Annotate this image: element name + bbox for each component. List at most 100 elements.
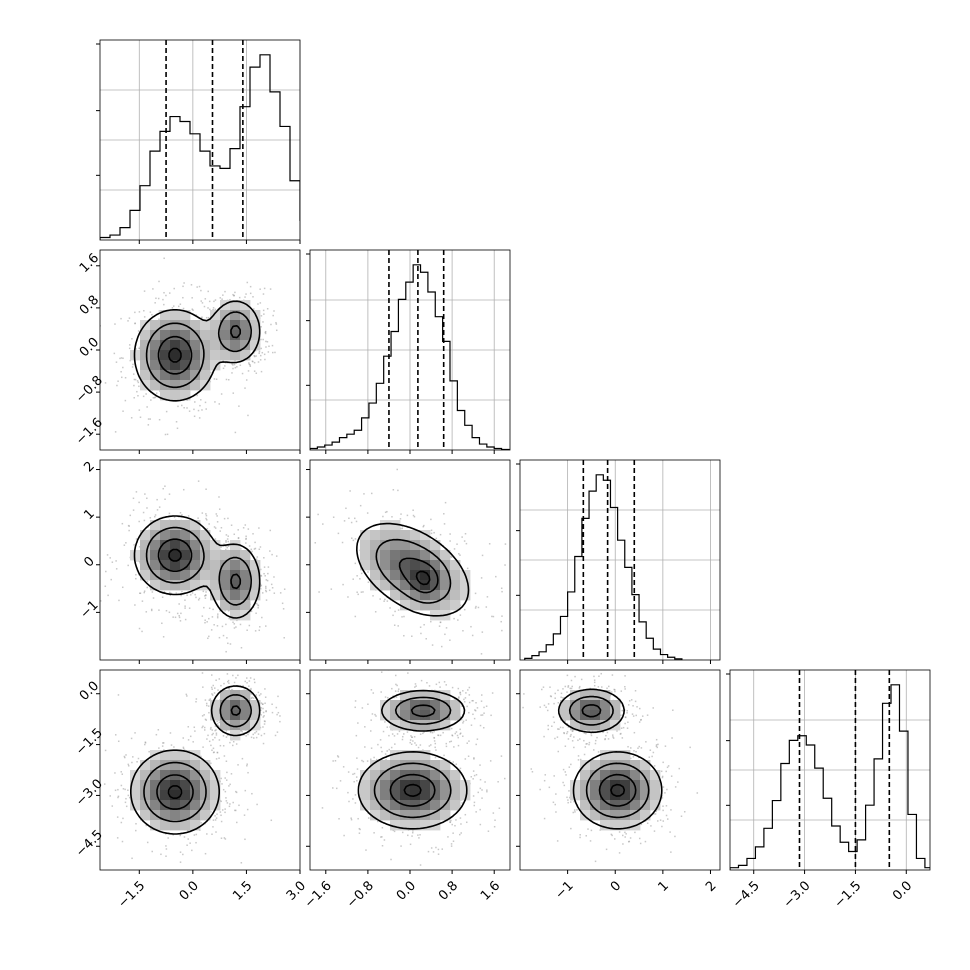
sample-point <box>244 789 247 792</box>
sample-point <box>260 584 263 587</box>
sample-point <box>473 717 476 720</box>
density-cell <box>210 350 221 361</box>
density-cell <box>150 790 161 801</box>
sample-point <box>200 289 202 292</box>
sample-point <box>335 787 338 790</box>
sample-point <box>361 759 363 762</box>
density-cell <box>180 580 191 591</box>
sample-point <box>226 680 229 683</box>
density-cell <box>200 570 211 581</box>
density-cell <box>170 750 181 761</box>
sample-point <box>250 548 253 551</box>
sample-point <box>382 730 385 733</box>
scatter-panel-3-2 <box>516 669 721 877</box>
sample-point <box>258 527 260 529</box>
sample-point <box>620 875 622 877</box>
sample-point <box>165 855 167 857</box>
scatter-panel-2-0 <box>96 459 301 664</box>
sample-point <box>226 673 229 675</box>
sample-point <box>200 300 202 302</box>
sample-point <box>388 719 391 722</box>
sample-point <box>142 511 145 514</box>
sample-point <box>450 555 452 558</box>
sample-point <box>215 734 218 736</box>
density-cell <box>190 370 201 381</box>
sample-point <box>222 634 225 637</box>
sample-point <box>317 513 319 516</box>
sample-point <box>452 832 454 834</box>
panel-content <box>314 468 507 655</box>
sample-point <box>214 819 217 821</box>
density-cell <box>160 750 171 761</box>
sample-point <box>342 766 345 768</box>
sample-point <box>133 378 136 381</box>
sample-point <box>208 523 210 525</box>
panel-content <box>321 670 506 866</box>
density-cell <box>240 700 251 711</box>
sample-point <box>393 624 396 626</box>
sample-point <box>240 548 242 550</box>
sample-point <box>244 524 247 526</box>
sample-point <box>412 830 414 832</box>
sample-point <box>135 829 137 832</box>
sample-point <box>210 726 212 729</box>
sample-point <box>269 288 272 290</box>
sample-point <box>490 714 492 717</box>
sample-point <box>205 594 207 596</box>
sample-point <box>142 395 145 398</box>
sample-point <box>358 832 361 834</box>
density-cell <box>170 390 181 401</box>
sample-point <box>130 417 133 419</box>
sample-point <box>149 517 152 519</box>
sample-point <box>232 367 234 370</box>
sample-point <box>191 308 194 310</box>
density-cell <box>390 700 401 711</box>
sample-point <box>228 688 231 690</box>
density-cell <box>440 810 451 821</box>
scatter-panel-1-0 <box>96 249 301 454</box>
sample-point <box>158 506 161 508</box>
sample-point <box>138 501 140 504</box>
density-cell <box>430 800 441 811</box>
sample-point <box>245 542 247 544</box>
sample-point <box>179 303 182 305</box>
sample-point <box>352 773 354 776</box>
sample-point <box>264 720 266 723</box>
sample-point <box>453 746 455 748</box>
sample-point <box>264 575 266 577</box>
sample-point <box>127 789 129 791</box>
sample-point <box>163 303 165 306</box>
sample-point <box>189 842 191 844</box>
sample-point <box>597 751 600 753</box>
sample-point <box>222 294 224 296</box>
contour-level-0 <box>357 689 468 830</box>
contour-level-0 <box>133 515 261 619</box>
density-cell <box>210 570 221 581</box>
sample-point <box>365 849 367 851</box>
sample-point <box>397 609 400 611</box>
sample-point <box>381 750 383 753</box>
density-cell <box>360 560 371 571</box>
sample-point <box>492 615 495 618</box>
sample-point <box>212 751 215 754</box>
sample-point <box>171 307 174 309</box>
density-cell <box>440 550 451 561</box>
sample-point <box>211 674 213 676</box>
sample-point <box>450 740 453 743</box>
sample-point <box>435 537 438 540</box>
sample-point <box>398 730 401 733</box>
density-cell <box>420 550 431 561</box>
sample-point <box>177 305 180 308</box>
sample-point <box>402 735 404 738</box>
sample-point <box>200 755 202 758</box>
sample-point <box>104 382 107 384</box>
sample-point <box>207 316 210 319</box>
density-cell <box>380 800 391 811</box>
sample-point <box>419 834 421 836</box>
sample-point <box>106 554 109 556</box>
sample-point <box>434 742 437 745</box>
sample-point <box>354 538 357 540</box>
sample-point <box>590 829 593 832</box>
density-cell <box>190 760 201 771</box>
density-cell <box>140 360 151 371</box>
